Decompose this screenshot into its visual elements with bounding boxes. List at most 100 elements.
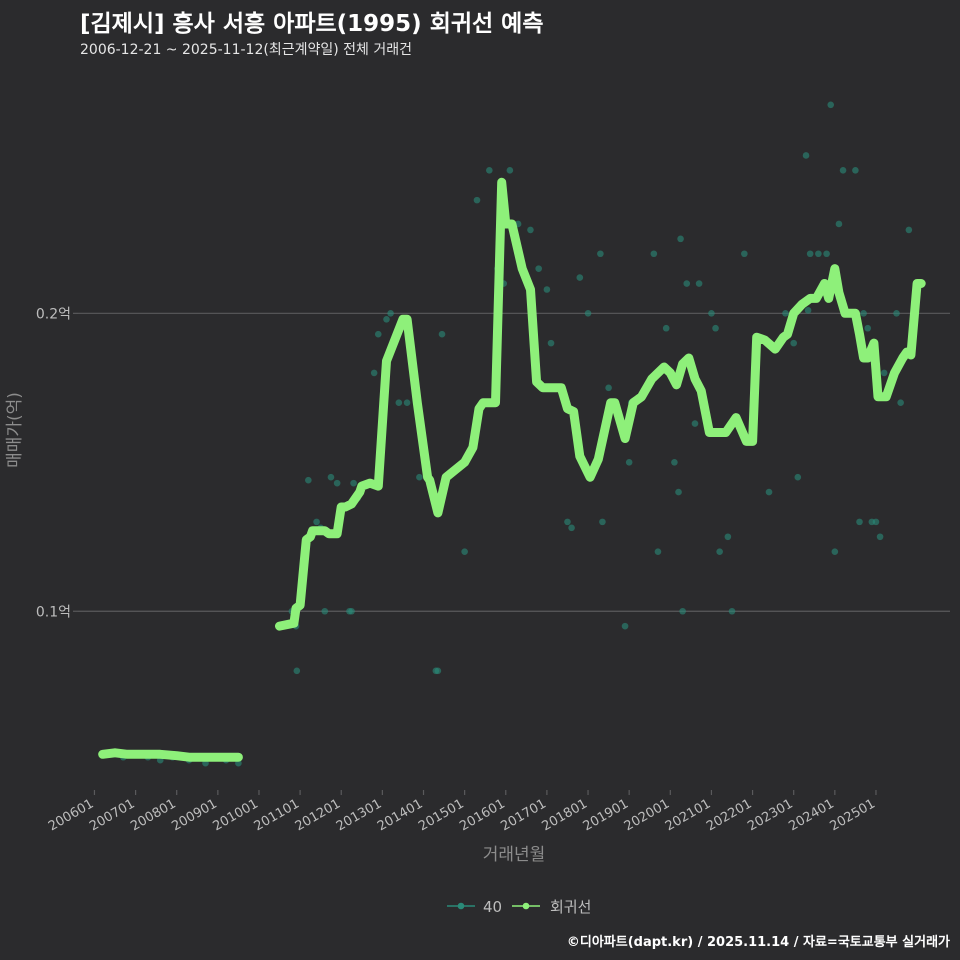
data-point [835, 220, 843, 228]
regression-line-segment-0 [98, 748, 243, 762]
chart-title: [김제시] 흥사 서흥 아파트(1995) 회귀선 예측 [80, 11, 544, 37]
data-point [823, 250, 830, 258]
legend-label-points: 40 [483, 898, 502, 916]
x-tick-label-0: 200601 [46, 796, 96, 834]
x-tick-label-10: 201601 [457, 796, 507, 834]
data-point [662, 324, 670, 332]
data-point [293, 667, 301, 675]
x-tick-label-9: 201501 [416, 796, 466, 834]
y-tick-label-0: 0.1억 [36, 604, 71, 620]
data-point [568, 524, 575, 532]
data-point [438, 330, 446, 338]
data-point [806, 250, 814, 258]
data-point [683, 280, 691, 287]
data-point [860, 310, 867, 317]
data-point [654, 548, 662, 555]
data-point [584, 310, 592, 317]
data-point [880, 369, 888, 377]
data-point [434, 667, 442, 675]
data-point [712, 324, 719, 332]
x-tick-label-4: 201001 [210, 796, 260, 834]
data-point [374, 330, 382, 338]
x-tick-label-3: 200901 [169, 796, 219, 834]
data-point [856, 518, 863, 526]
data-point [625, 458, 633, 466]
data-point [395, 399, 403, 407]
grid-layer [78, 312, 950, 612]
x-axis-label: 거래년월 [483, 845, 546, 865]
data-point [765, 488, 773, 496]
data-point [691, 420, 699, 427]
data-point [605, 384, 612, 392]
x-tick-label-7: 201301 [334, 796, 384, 834]
data-point [728, 607, 736, 615]
data-point [535, 265, 542, 272]
data-point [782, 310, 789, 317]
data-point [864, 324, 872, 332]
data-point [724, 533, 732, 541]
data-point [599, 518, 606, 526]
data-point [815, 250, 822, 258]
x-tick-label-1: 200701 [87, 796, 137, 834]
legend-line-key-dot [522, 902, 530, 910]
data-point [804, 307, 812, 314]
data-point [350, 479, 357, 487]
data-point [905, 226, 913, 234]
data-point [827, 101, 835, 109]
footer-credit: ©디아파트(dapt.kr) / 2025.11.14 / 자료=국토교통부 실… [566, 935, 950, 950]
data-point [416, 473, 423, 481]
data-point [547, 339, 555, 347]
data-point [321, 607, 329, 615]
legend-points-key-dot [457, 902, 465, 910]
data-point [333, 479, 341, 487]
data-point [708, 310, 715, 317]
regression-line-segment-1 [275, 177, 926, 631]
data-point [486, 167, 493, 174]
y-tick-label-1: 0.2억 [36, 306, 71, 322]
data-point [852, 167, 859, 174]
x-tick-label-18: 202401 [786, 796, 836, 834]
data-point [348, 607, 355, 615]
x-tick-label-12: 201801 [540, 796, 590, 834]
data-point [576, 274, 584, 281]
data-point [621, 622, 629, 630]
data-point [650, 250, 658, 258]
x-tick-label-8: 201401 [375, 796, 425, 834]
data-point [473, 196, 481, 204]
data-point [897, 399, 904, 407]
regression-line-layer [98, 177, 926, 762]
data-point [741, 250, 748, 258]
x-tick-label-17: 202301 [745, 796, 795, 834]
data-point [802, 152, 810, 159]
x-tick-label-15: 202101 [663, 796, 713, 834]
y-axis-label: 매매가(억) [5, 392, 25, 468]
data-point [383, 315, 390, 323]
data-point [543, 286, 551, 293]
data-point [305, 476, 312, 484]
data-point [387, 310, 394, 317]
data-point [675, 488, 682, 496]
data-point [839, 167, 847, 174]
data-point [876, 533, 884, 541]
x-tick-label-11: 201701 [498, 796, 548, 834]
data-point [564, 518, 571, 526]
data-point [794, 473, 802, 481]
data-point [597, 250, 604, 258]
data-point [695, 280, 703, 287]
data-point [790, 339, 797, 347]
chart-subtitle: 2006-12-21 ~ 2025-11-12(최근계약일) 전체 거래건 [80, 42, 412, 58]
data-point [527, 226, 534, 234]
data-point [461, 548, 468, 555]
data-point [313, 518, 320, 526]
x-tick-label-2: 200801 [128, 796, 178, 834]
data-point [716, 548, 723, 555]
x-tick-label-16: 202201 [704, 796, 754, 834]
data-point [677, 235, 684, 243]
data-point [370, 369, 378, 377]
x-tick-label-14: 202001 [622, 796, 672, 834]
data-point [872, 518, 880, 526]
x-tick-label-13: 201901 [581, 796, 631, 834]
x-tick-label-6: 201201 [293, 796, 343, 834]
data-point [679, 607, 686, 615]
